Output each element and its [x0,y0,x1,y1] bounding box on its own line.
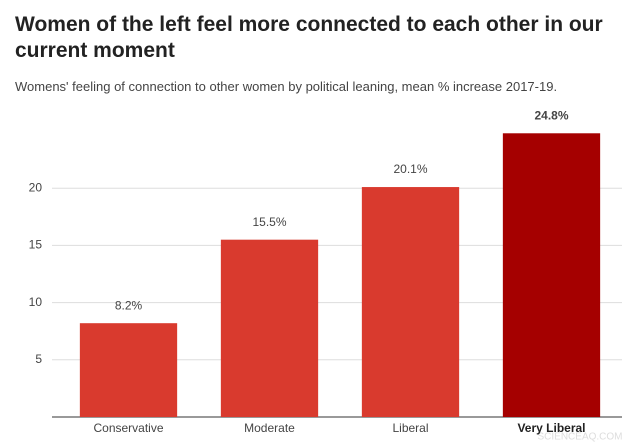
value-label: 20.1% [393,162,427,176]
bar [361,187,460,417]
value-label: 24.8% [534,108,568,122]
x-tick-label: Very Liberal [517,421,585,435]
y-tick-label: 10 [29,295,43,309]
x-tick-label: Liberal [392,421,428,435]
x-tick-label: Conservative [93,421,163,435]
y-tick-label: 5 [35,352,42,366]
chart-subtitle: Womens' feeling of connection to other w… [15,79,558,94]
y-tick-label: 15 [29,238,43,252]
bar [502,133,601,417]
watermark: SCIENCEAQ.COM [537,432,622,443]
bar [220,239,319,417]
y-tick-label: 20 [29,180,43,194]
value-label: 15.5% [252,215,286,229]
value-label: 8.2% [115,298,143,312]
bar [79,323,178,417]
chart-title: Women of the left feel more connected to… [15,13,603,62]
x-tick-label: Moderate [244,421,295,435]
